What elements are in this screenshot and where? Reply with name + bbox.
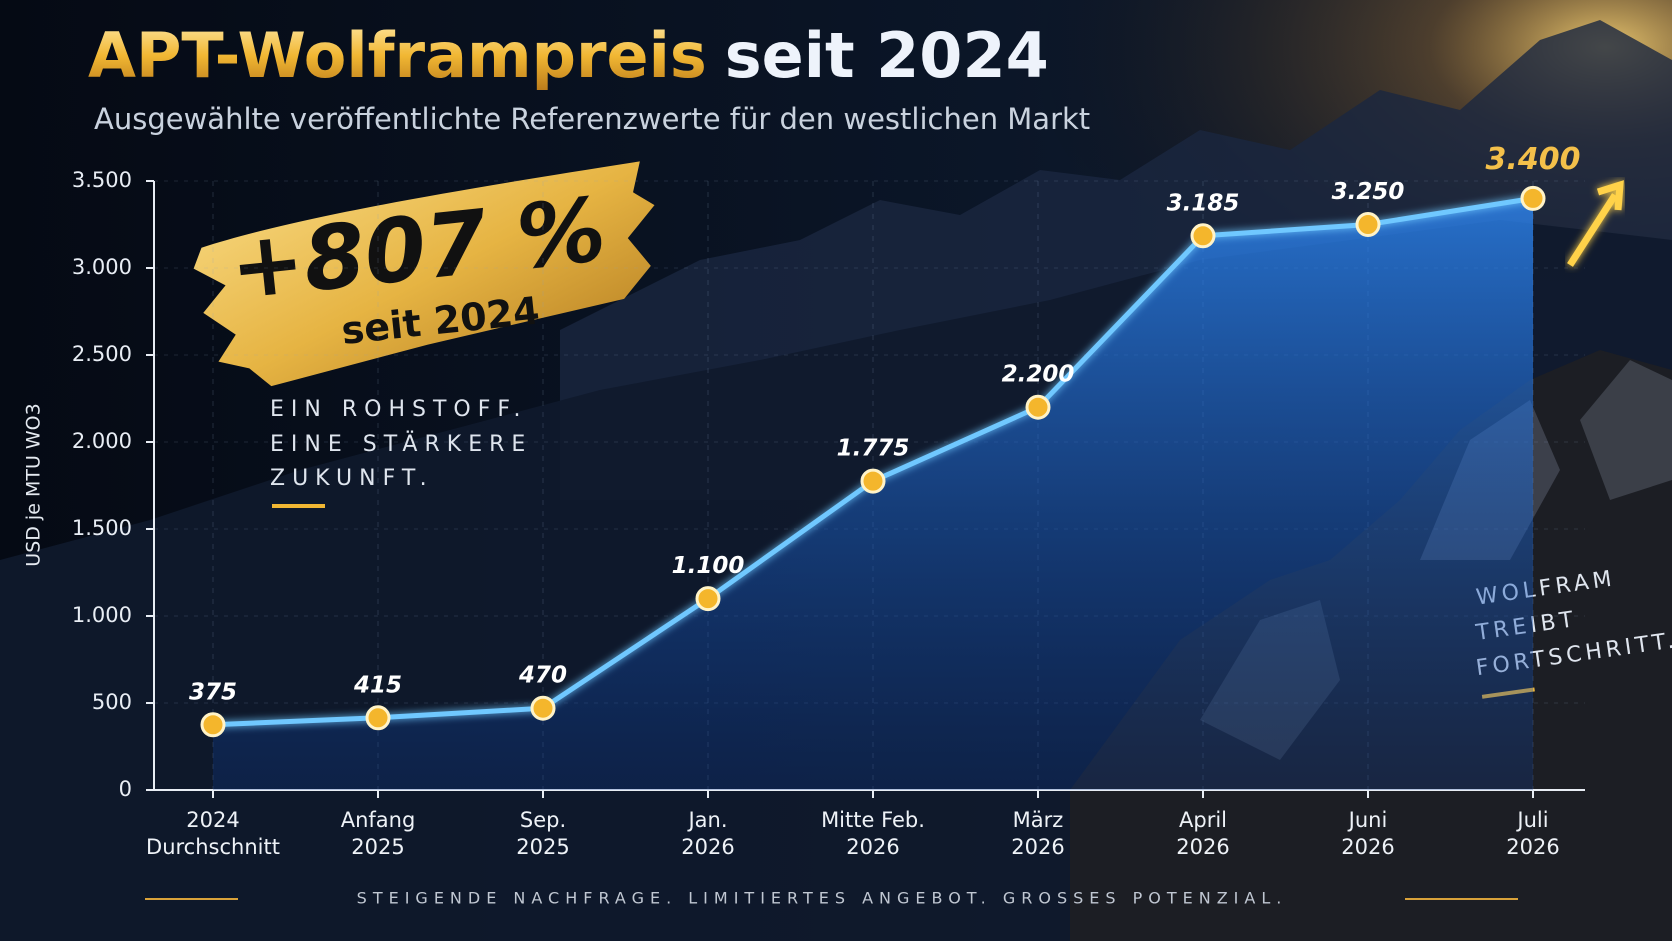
value-label: 1.100 xyxy=(672,553,745,579)
y-tick-label: 1.000 xyxy=(72,603,132,627)
x-tick-label: März xyxy=(1013,808,1064,832)
value-label: 3.250 xyxy=(1332,179,1405,205)
x-tick-label: 2026 xyxy=(846,835,899,859)
marker xyxy=(1520,185,1546,211)
y-tick-label: 3.000 xyxy=(72,255,132,279)
arrow-up xyxy=(1567,180,1624,267)
value-label: 2.200 xyxy=(1002,362,1075,388)
x-tick-label: 2026 xyxy=(1506,835,1559,859)
marker xyxy=(860,468,886,494)
x-tick-label: April xyxy=(1179,808,1227,832)
x-tick-label: 2026 xyxy=(1011,835,1064,859)
x-tick-label: Juli xyxy=(1515,808,1548,832)
subtitle: Ausgewählte veröffentlichte Referenzwert… xyxy=(94,102,1090,136)
value-label: 3.185 xyxy=(1167,190,1240,216)
x-tick-label: Sep. xyxy=(520,808,566,832)
slogan-left-2: EINE STÄRKERE xyxy=(270,431,532,457)
value-label: 3.400 xyxy=(1486,142,1581,177)
x-tick-label: 2026 xyxy=(1341,835,1394,859)
x-tick-label: 2025 xyxy=(351,835,404,859)
y-axis-label: USD je MTU WO3 xyxy=(23,403,45,566)
plot: 0 500 1.000 1.500 2.000 2.500 3.000 3.500 375 415… xyxy=(72,142,1585,859)
x-tick-label: Jan. xyxy=(686,808,727,832)
marker xyxy=(365,705,391,731)
title-highlight: APT-Wolframpreis xyxy=(88,19,707,92)
x-tick-label: 2025 xyxy=(516,835,569,859)
x-tick-label: Mitte Feb. xyxy=(821,808,925,832)
marker xyxy=(1190,223,1216,249)
value-label: 375 xyxy=(189,679,237,705)
marker xyxy=(530,695,556,721)
y-tick-label: 2.500 xyxy=(72,342,132,366)
marker xyxy=(1025,394,1051,420)
y-tick-label: 1.500 xyxy=(72,516,132,540)
marker xyxy=(200,712,226,738)
x-tick-label: 2026 xyxy=(681,835,734,859)
value-label: 470 xyxy=(518,663,567,689)
x-tick-label: 2026 xyxy=(1176,835,1229,859)
y-tick-label: 2.000 xyxy=(72,429,132,453)
marker xyxy=(1355,212,1381,237)
x-tick-label: Juni xyxy=(1347,808,1388,832)
x-tick-label: 2024 xyxy=(186,808,239,832)
x-tick-label: Anfang xyxy=(341,808,416,832)
chart-title: APT-Wolframpreis seit 2024 xyxy=(88,19,1049,92)
footer: STEIGENDE NACHFRAGE. LIMITIERTES ANGEBOT… xyxy=(357,889,1288,908)
y-tick-label: 3.500 xyxy=(72,168,132,192)
area xyxy=(213,198,1533,790)
y-tick-label: 500 xyxy=(92,690,132,714)
x-tick-label: Durchschnitt xyxy=(146,835,280,859)
slogan-left-3: ZUKUNFT. xyxy=(270,466,434,491)
value-label: 1.775 xyxy=(837,436,910,462)
rock-highlight xyxy=(1580,360,1672,500)
y-tick-label: 0 xyxy=(119,777,132,801)
marker xyxy=(695,586,721,612)
title-rest: seit 2024 xyxy=(725,19,1049,92)
value-label: 415 xyxy=(353,672,402,698)
badge-brush xyxy=(193,161,655,387)
slogan-left-1: EIN ROHSTOFF. xyxy=(270,397,527,422)
